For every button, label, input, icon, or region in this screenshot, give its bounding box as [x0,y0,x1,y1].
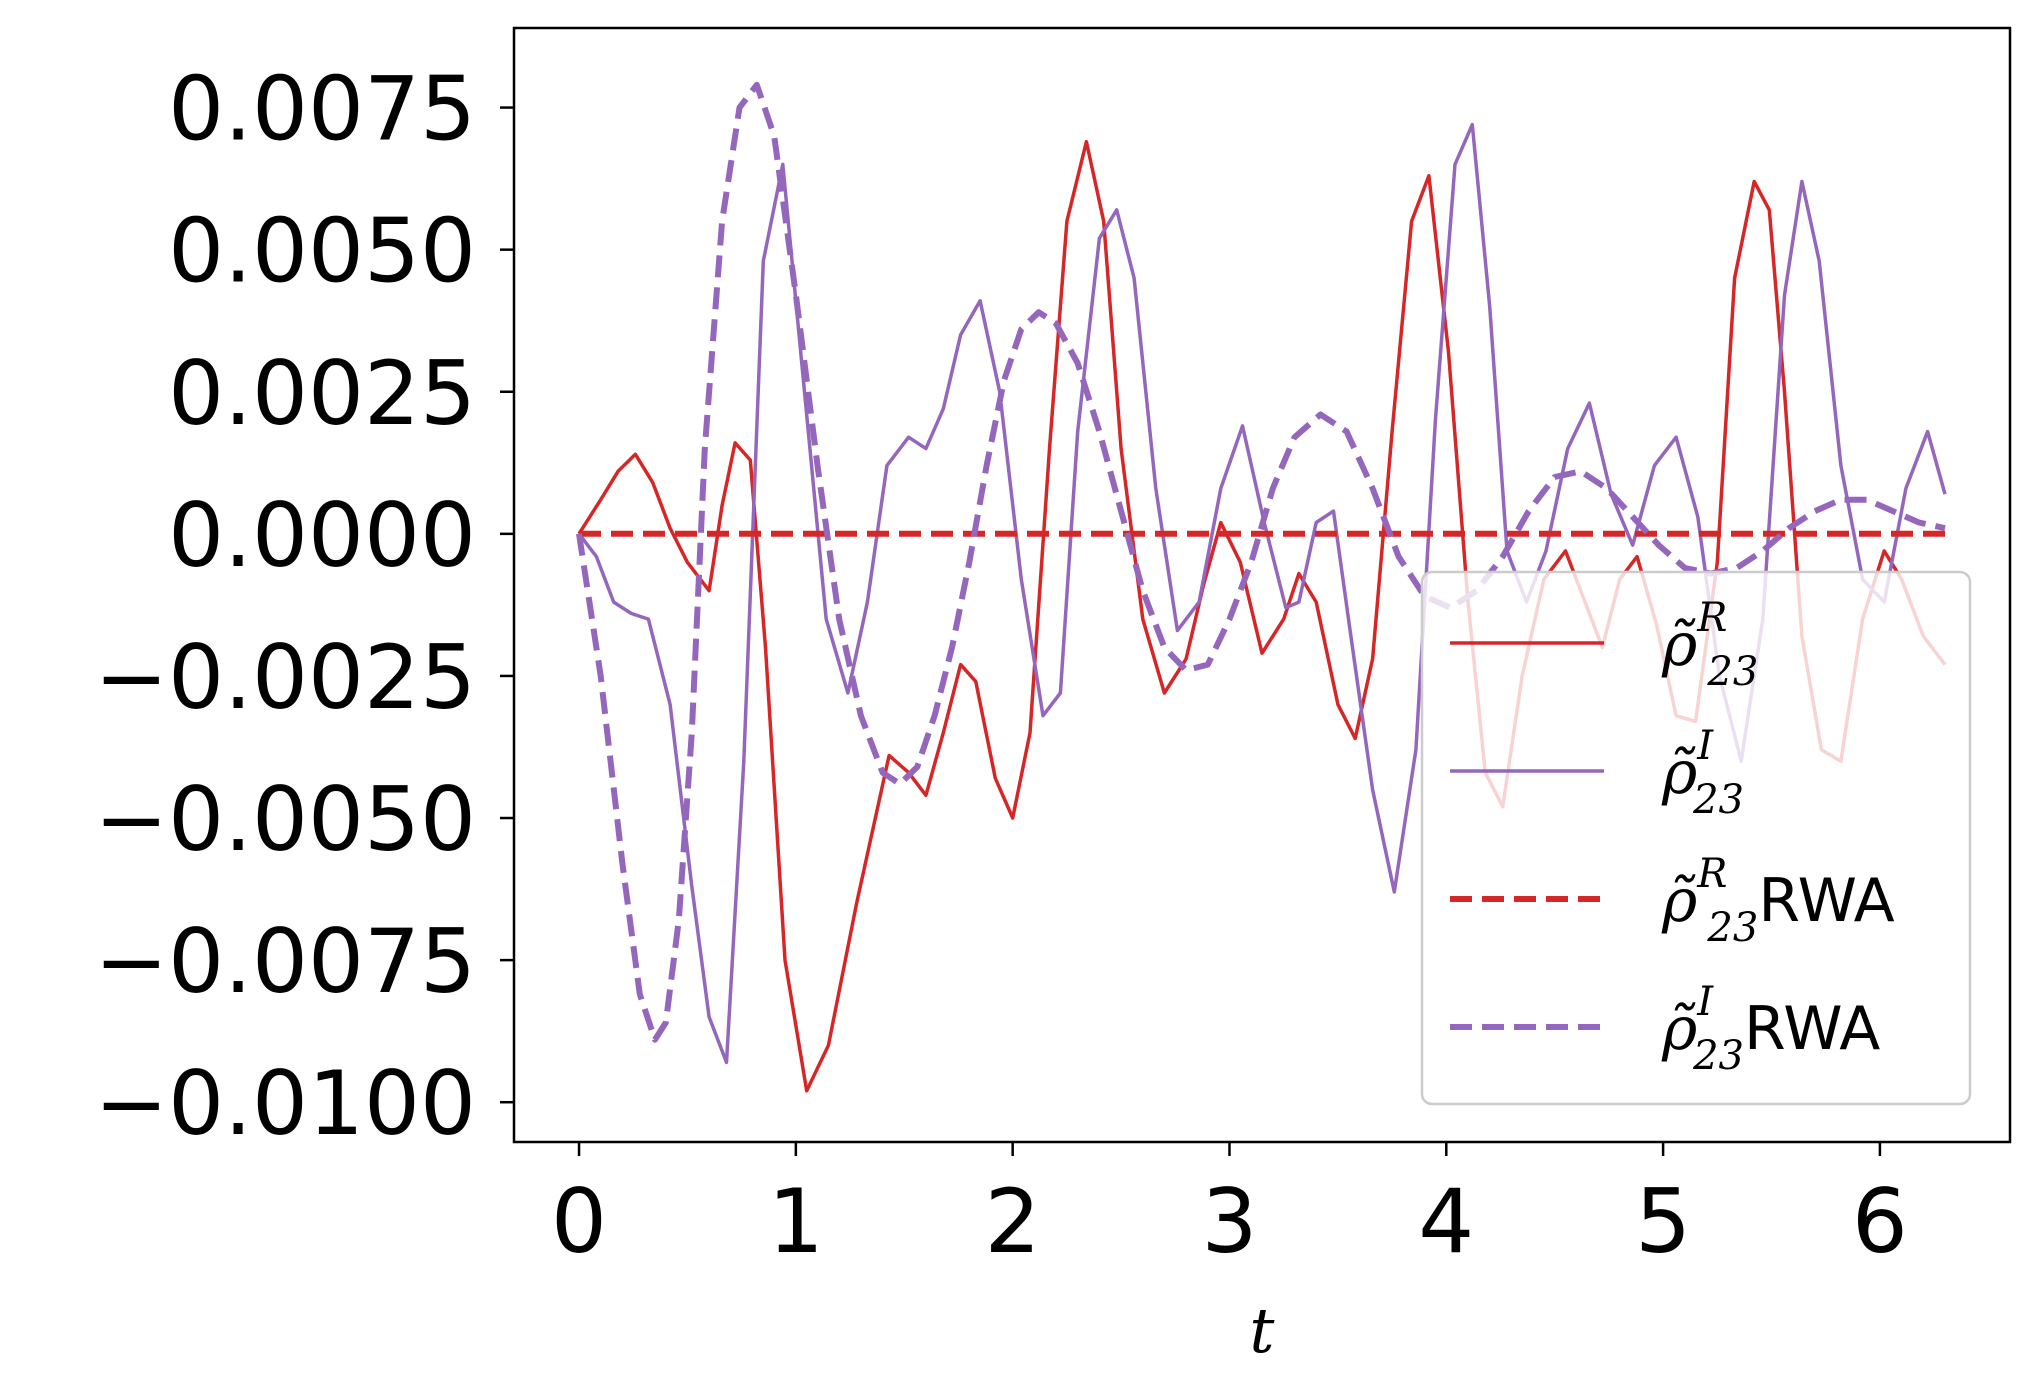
x-tick-label: 6 [1852,1170,1908,1273]
axes-frame [512,26,2012,1144]
legend-label-4: ρ̃I 23RWA [1661,979,1880,1079]
x-tick-label: 5 [1635,1170,1691,1273]
y-tick-label: 0.0050 [168,200,476,303]
y-tick-label: −0.0075 [94,910,476,1013]
legend-label-3: ρ̃R 23RWA [1661,851,1895,951]
x-tick-label: 0 [551,1170,607,1273]
y-tick-label: 0.0075 [168,58,476,161]
y-tick-label: 0.0025 [168,342,476,445]
x-axis-label: t [1250,1294,1275,1367]
legend-box [1420,570,1972,1106]
x-tick-label: 1 [768,1170,824,1273]
legend-label-1: ρ̃R 23 [1661,595,1758,695]
legend: ρ̃R 23 ρ̃I 23 ρ̃R 23RWA ρ̃I 23RWA [1420,570,1972,1106]
legend-label-2: ρ̃I 23 [1661,723,1744,823]
x-tick-label: 4 [1418,1170,1474,1273]
x-tick-label: 2 [985,1170,1041,1273]
x-tick-label: 3 [1201,1170,1257,1273]
y-tick-label: −0.0050 [94,768,476,871]
y-tick-label: −0.0025 [94,626,476,729]
series-line-1 [577,139,1947,1093]
x-axis: 0 1 2 3 4 5 6 [551,1142,1908,1273]
y-axis: 0.0075 0.0050 0.0025 0.0000 −0.0025 −0.0050 −0… [94,58,514,1155]
y-tick-label: 0.0000 [168,484,476,587]
y-tick-label: −0.0100 [94,1052,476,1155]
